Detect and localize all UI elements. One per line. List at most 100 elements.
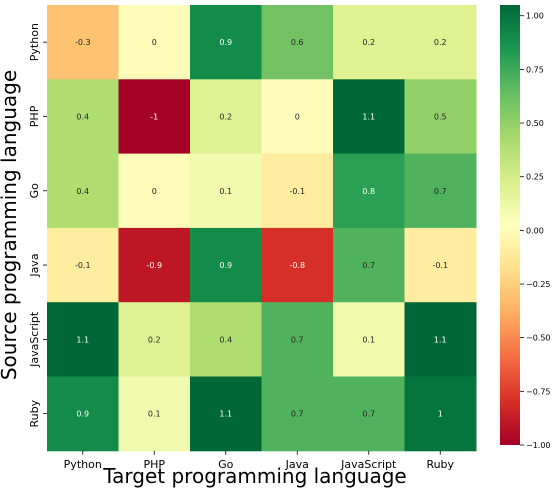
colorbar-tick-label: 0.00 — [526, 226, 544, 235]
cell-value-label: 0.5 — [434, 112, 447, 121]
cell-value-label: 0.6 — [291, 38, 304, 47]
heatmap-cell — [118, 79, 191, 155]
colorbar-tick-label: 0.50 — [526, 119, 544, 128]
heatmap-cell — [47, 302, 119, 377]
cell-value-label: 0.1 — [219, 187, 232, 196]
colorbar-tick-label: −0.75 — [526, 387, 551, 396]
cell-value-label: 0.2 — [219, 112, 232, 121]
cell-value-label: 0.8 — [362, 187, 375, 196]
heatmap-cell — [47, 376, 119, 452]
cell-value-label: 0.7 — [362, 261, 375, 270]
colorbar — [500, 5, 520, 445]
cell-value-label: 0.7 — [291, 410, 304, 419]
x-tick-label: PHP — [143, 458, 165, 471]
heatmap-cell — [47, 79, 119, 155]
heatmap-cell — [404, 79, 477, 155]
y-tick-label: PHP — [28, 105, 41, 127]
cell-value-label: 0 — [152, 187, 157, 196]
cell-value-label: 0.9 — [76, 410, 89, 419]
y-axis-label: Source programming language — [0, 70, 21, 380]
cell-value-label: 0.9 — [219, 38, 232, 47]
heatmap-cell — [118, 227, 191, 303]
colorbar-tick-label: −1.00 — [526, 441, 551, 450]
cell-value-label: -0.3 — [75, 38, 91, 47]
cell-value-label: 1.1 — [76, 335, 89, 344]
cell-value-label: 0.2 — [434, 38, 447, 47]
heatmap-cell — [404, 302, 477, 377]
heatmap-cell — [333, 5, 405, 80]
colorbar-tick-label: 0.25 — [526, 173, 544, 182]
colorbar-ticks: −1.00 −0.75 −0.50 −0.25 0.00 0.25 0.50 0.75 1.00 — [520, 12, 551, 450]
x-tick-label: Ruby — [426, 458, 454, 471]
heatmap-cell — [118, 153, 191, 229]
heatmap-cell — [261, 302, 334, 377]
heatmap-cell — [190, 302, 262, 377]
heatmap-cell — [333, 153, 405, 229]
cell-value-label: -0.1 — [289, 187, 305, 196]
cell-value-label: -0.9 — [146, 261, 162, 270]
x-axis-ticks: Python PHP Go Java JavaScript Ruby — [64, 450, 455, 471]
cell-value-label: 0.2 — [148, 335, 161, 344]
cell-value-label: 0.2 — [362, 38, 375, 47]
heatmap-cell — [333, 227, 405, 303]
heatmap-cell — [118, 5, 191, 80]
x-tick-label: Go — [218, 458, 234, 471]
heatmap-cell — [404, 227, 477, 303]
cell-value-label: 1.1 — [434, 335, 447, 344]
cell-value-label: 1.1 — [219, 410, 232, 419]
y-tick-label: Ruby — [28, 399, 41, 427]
heatmap-cell — [261, 79, 334, 155]
cell-value-label: -0.1 — [432, 261, 448, 270]
heatmap-cell — [190, 79, 262, 155]
colorbar-tick-label: −0.50 — [526, 334, 551, 343]
heatmap-cell — [404, 5, 477, 80]
cell-value-label: 0.4 — [76, 112, 89, 121]
heatmap-cells — [47, 5, 477, 452]
cell-value-label: 0 — [152, 38, 157, 47]
heatmap-cell — [190, 5, 262, 80]
cell-value-label: 0.7 — [434, 187, 447, 196]
y-tick-label: Go — [28, 183, 41, 199]
colorbar-tick-label: 0.75 — [526, 65, 544, 74]
heatmap-cell — [190, 153, 262, 229]
heatmap-cell — [261, 227, 334, 303]
heatmap-cell — [118, 302, 191, 377]
cell-value-label: 0 — [295, 112, 300, 121]
heatmap-cell — [261, 5, 334, 80]
heatmap-cell — [404, 376, 477, 452]
heatmap-cell — [261, 376, 334, 452]
x-axis-label: Target programming language — [102, 464, 407, 488]
heatmap-cell — [333, 376, 405, 452]
colorbar-tick-label: 1.00 — [526, 12, 544, 21]
y-tick-label: Python — [28, 23, 41, 61]
cell-value-label: 0.9 — [219, 261, 232, 270]
heatmap-cell — [261, 153, 334, 229]
colorbar-tick-label: −0.25 — [526, 280, 551, 289]
y-axis-ticks: Python PHP Go Java JavaScript Ruby — [28, 23, 47, 427]
cell-value-label: -0.1 — [75, 261, 91, 270]
cell-value-label: 1.1 — [362, 112, 375, 121]
cell-value-label: 0.7 — [291, 335, 304, 344]
heatmap-cell — [47, 227, 119, 303]
heatmap-cell — [404, 153, 477, 229]
cell-value-label: 0.1 — [148, 410, 161, 419]
cell-value-label: 0.7 — [362, 410, 375, 419]
cell-value-label: 0.4 — [219, 335, 232, 344]
cell-value-label: 0.4 — [76, 187, 89, 196]
heatmap-cell — [190, 376, 262, 452]
heatmap-cell — [333, 302, 405, 377]
x-tick-label: JavaScript — [340, 458, 397, 471]
heatmap-cell — [333, 79, 405, 155]
heatmap-cell — [47, 5, 119, 80]
cell-value-label: 0.1 — [362, 335, 375, 344]
heatmap-cell-labels: -0.3 0 0.9 0.6 0.2 0.2 0.4 -1 0.2 0 1.1 0.5 0.4 0 0.1 -… — [75, 38, 448, 419]
x-tick-label: Python — [64, 458, 102, 471]
y-tick-label: JavaScript — [28, 311, 41, 368]
y-tick-label: Java — [28, 253, 41, 277]
heatmap-cell — [190, 227, 262, 303]
heatmap-cell — [47, 153, 119, 229]
x-tick-label: Java — [285, 458, 309, 471]
heatmap-cell — [118, 376, 191, 452]
cell-value-label: 1 — [438, 410, 443, 419]
